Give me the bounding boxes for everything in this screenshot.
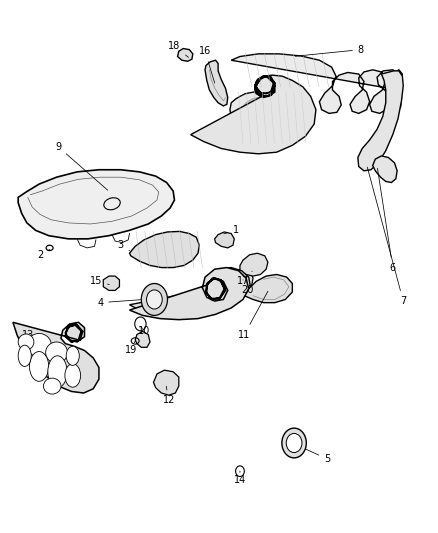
Text: 3: 3 [118, 240, 130, 251]
Polygon shape [153, 370, 179, 395]
Polygon shape [135, 332, 150, 348]
Text: 2: 2 [38, 249, 49, 260]
Polygon shape [373, 156, 397, 182]
Circle shape [282, 428, 306, 458]
Polygon shape [358, 71, 403, 171]
Ellipse shape [46, 342, 67, 364]
Circle shape [141, 284, 167, 316]
Polygon shape [244, 274, 292, 303]
Polygon shape [130, 268, 251, 317]
Text: 17: 17 [237, 271, 252, 286]
Text: 8: 8 [295, 45, 364, 56]
Polygon shape [103, 276, 120, 290]
Text: 18: 18 [168, 41, 188, 58]
Polygon shape [215, 232, 234, 248]
Text: 13: 13 [21, 329, 49, 349]
Polygon shape [18, 169, 174, 239]
Text: 12: 12 [162, 386, 175, 406]
Text: 16: 16 [199, 46, 215, 83]
Ellipse shape [66, 346, 79, 366]
Text: 5: 5 [295, 444, 330, 464]
Polygon shape [130, 268, 249, 320]
Circle shape [286, 433, 302, 453]
Ellipse shape [27, 334, 51, 357]
Polygon shape [231, 54, 403, 114]
Polygon shape [231, 269, 253, 288]
Polygon shape [130, 231, 199, 268]
Ellipse shape [18, 334, 34, 350]
Text: 6: 6 [378, 168, 396, 272]
Ellipse shape [65, 364, 81, 387]
Text: 7: 7 [367, 167, 406, 306]
Polygon shape [13, 322, 99, 393]
Polygon shape [191, 75, 316, 154]
Text: 10: 10 [138, 326, 150, 336]
Text: 11: 11 [238, 291, 268, 340]
Polygon shape [177, 49, 193, 61]
Text: 1: 1 [224, 225, 239, 236]
Polygon shape [205, 60, 228, 106]
Text: 20: 20 [241, 280, 254, 295]
Ellipse shape [29, 352, 49, 381]
Text: 14: 14 [234, 471, 246, 485]
Ellipse shape [48, 356, 67, 387]
Text: 15: 15 [90, 277, 110, 286]
Polygon shape [240, 253, 268, 276]
Circle shape [147, 290, 162, 309]
Ellipse shape [18, 345, 31, 367]
Text: 9: 9 [55, 142, 108, 190]
Text: 19: 19 [125, 341, 137, 356]
Polygon shape [230, 92, 304, 143]
Ellipse shape [43, 378, 61, 394]
Polygon shape [243, 96, 285, 120]
Text: 4: 4 [97, 297, 156, 308]
